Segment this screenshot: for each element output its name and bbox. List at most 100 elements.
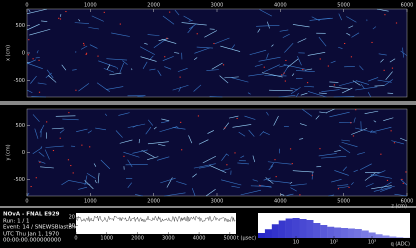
hit-track [247,92,251,95]
bar [389,236,397,238]
x-tick-label: 3000 [211,3,224,9]
hit-track [198,139,209,145]
hit-track [32,147,43,155]
hit-track [31,96,46,98]
hit-track [370,174,393,179]
hit [166,37,168,39]
hit-track [352,80,361,86]
hit-track [193,84,202,92]
hit-track [338,13,342,21]
hit-track [287,58,299,68]
hit-track [292,24,310,28]
hit [289,148,292,150]
hit-track [231,185,240,188]
hit [350,56,353,58]
hit-track [51,127,64,130]
hit-track [192,173,197,178]
hit-track [160,120,169,124]
hit-track [364,110,379,114]
hit-track [118,112,130,116]
hit-track [311,16,320,22]
hit-track [61,179,70,186]
hit-track [376,8,389,12]
hit-track [191,188,196,197]
hit-track [360,83,365,89]
hit-track [209,164,227,174]
hit-track [331,179,342,183]
hit-track [119,139,133,144]
hit-track [26,23,40,31]
hit [236,117,238,119]
hit-track [211,62,223,70]
hit [59,137,61,139]
hit-track [355,127,377,134]
y-tick-label: -500 [14,78,25,84]
x-tick-label: 2000 [147,199,160,205]
x-tick-label: 0 [74,236,77,242]
hit-track [144,43,148,45]
hit-track [370,170,386,178]
hit-track [353,117,356,123]
hit-track [127,123,146,128]
bar [334,227,342,238]
bar [354,229,362,238]
hit-track [232,124,252,128]
x-tick-label: 2000 [131,236,144,242]
hit-track [123,151,140,158]
hit-track [263,177,271,181]
hit-track [119,62,125,73]
hit [350,122,352,124]
hit-track [333,96,355,98]
x-tick-label: 5000 [337,3,350,9]
hit-track [34,128,39,139]
hit-track [346,32,351,36]
hit-track [283,64,306,70]
hit [83,44,85,46]
bar [347,228,355,238]
hit-track [370,126,392,133]
x-axis-label: z (cm) [391,204,407,210]
hit [85,52,88,54]
hit-track [250,185,272,187]
hit [319,148,321,150]
hit [213,43,215,45]
hit-track [91,15,104,22]
hit [103,11,105,13]
hit-track [116,66,119,70]
x-tick-label: 6000 [401,199,414,205]
hit-track [338,186,349,189]
hit-track [263,131,270,136]
hit [38,59,40,61]
x-tick-label: 4000 [274,199,287,205]
hit-track [318,36,327,47]
y-tick-label: 0 [22,51,25,57]
hit-track [106,64,111,70]
y-tick-label: -500 [14,177,25,183]
hit-track [290,87,301,95]
hit-track [351,182,354,185]
hit-track [307,52,326,56]
hit-track [261,72,283,78]
hit [275,176,277,178]
hit-track [193,57,198,60]
hit [82,42,85,44]
hit-track [41,20,48,22]
hit-track [157,156,170,161]
bar [375,234,383,238]
hit-track [89,44,98,49]
hit-track [115,130,123,138]
hit [395,22,398,24]
hit [123,155,125,157]
hit-track [172,127,186,130]
hit-track [266,111,269,116]
bar [327,226,335,238]
hit-track [238,131,246,137]
hit-track [221,179,242,186]
hit-track [266,53,269,59]
hit-track [158,143,166,147]
hit-track [74,22,90,24]
hit [27,54,30,56]
hit [85,53,87,55]
hit-track [321,89,340,92]
x-tick-label: 2000 [147,3,160,9]
